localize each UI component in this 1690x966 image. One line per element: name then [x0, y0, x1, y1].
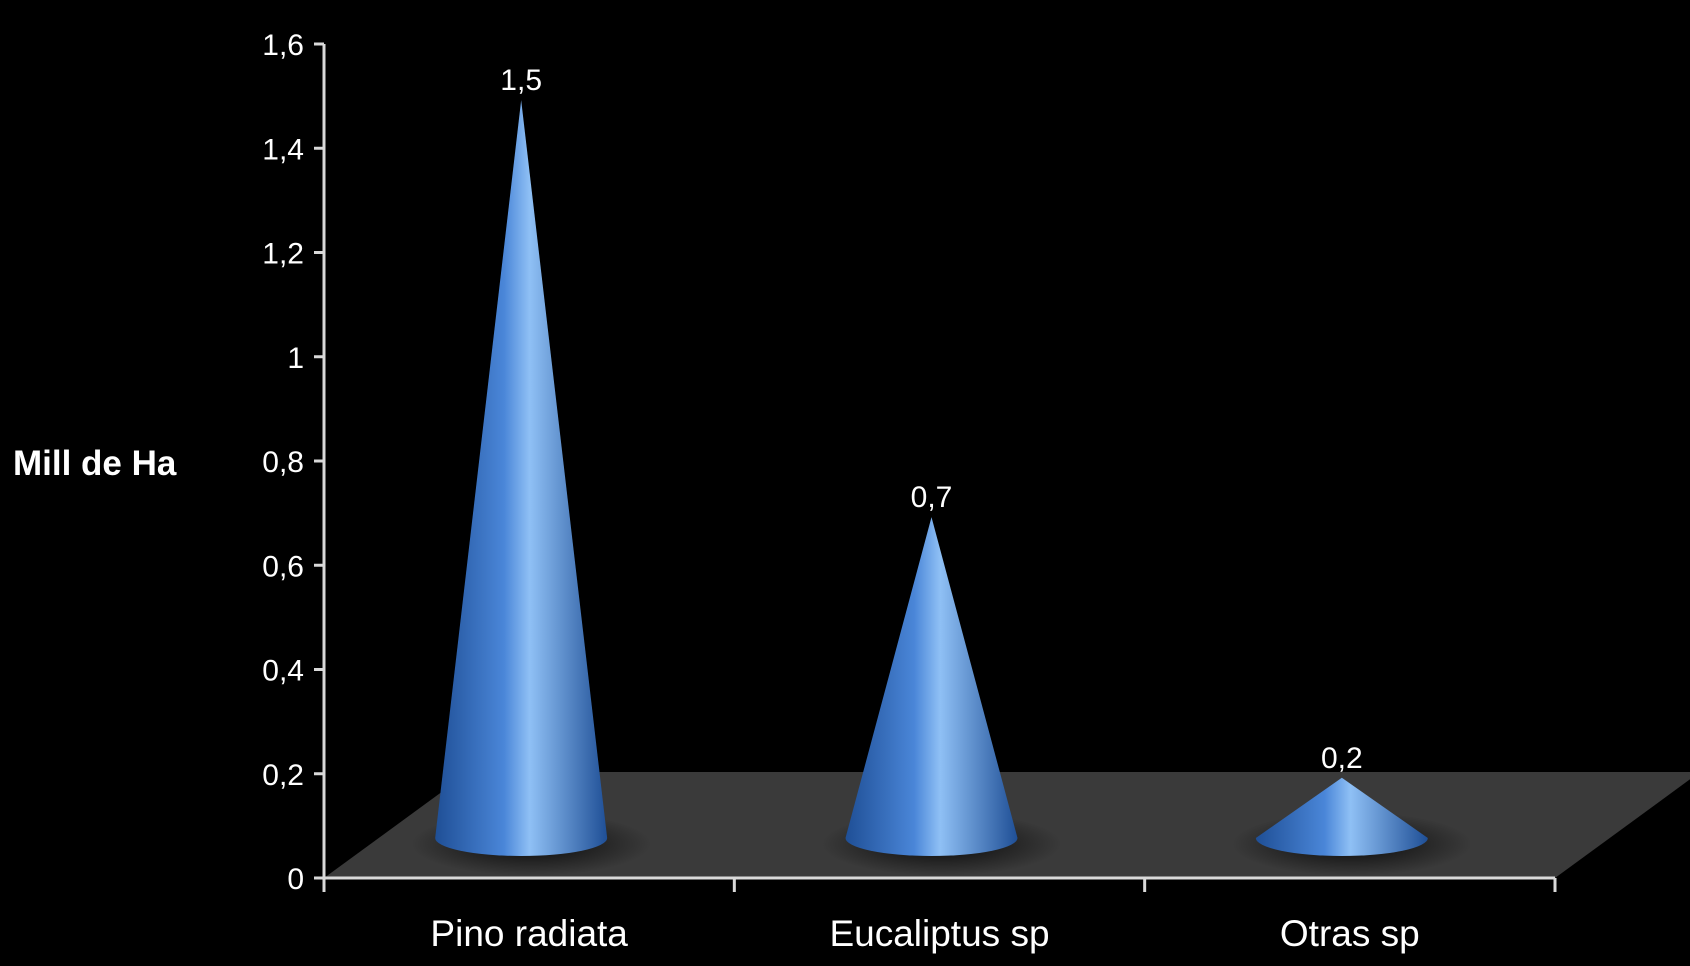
cone-body	[845, 517, 1018, 856]
y-axis-label: Mill de Ha	[13, 444, 177, 483]
cone-bar	[821, 517, 1062, 876]
axes	[314, 42, 1557, 892]
cone-body	[1255, 777, 1428, 856]
x-tick-label: Pino radiata	[430, 913, 628, 954]
y-tick-label: 1,6	[262, 29, 304, 62]
y-tick-label: 0,2	[262, 759, 304, 792]
x-tick-label: Otras sp	[1280, 913, 1420, 954]
y-tick-label: 0,6	[262, 550, 304, 583]
labels: 0 0,2 0,4 0,6 0,8 1 1,2 1,4 1,6 1,5 Pino radiata 0,…	[262, 29, 1419, 954]
data-label: 1,5	[500, 64, 542, 97]
y-tick-label: 0	[287, 863, 304, 896]
y-tick-label: 0,4	[262, 655, 304, 688]
data-label: 0,7	[911, 481, 953, 514]
y-tick-label: 1	[287, 342, 304, 375]
data-label: 0,2	[1321, 742, 1363, 775]
cone-bars	[411, 100, 1472, 876]
y-tick-label: 1,4	[262, 133, 304, 166]
cone-bar	[1231, 777, 1472, 876]
y-tick-label: 0,8	[262, 446, 304, 479]
cone-body	[435, 100, 608, 856]
x-tick-label: Eucaliptus sp	[829, 913, 1049, 954]
cone-bar	[411, 100, 652, 876]
y-tick-label: 1,2	[262, 238, 304, 271]
